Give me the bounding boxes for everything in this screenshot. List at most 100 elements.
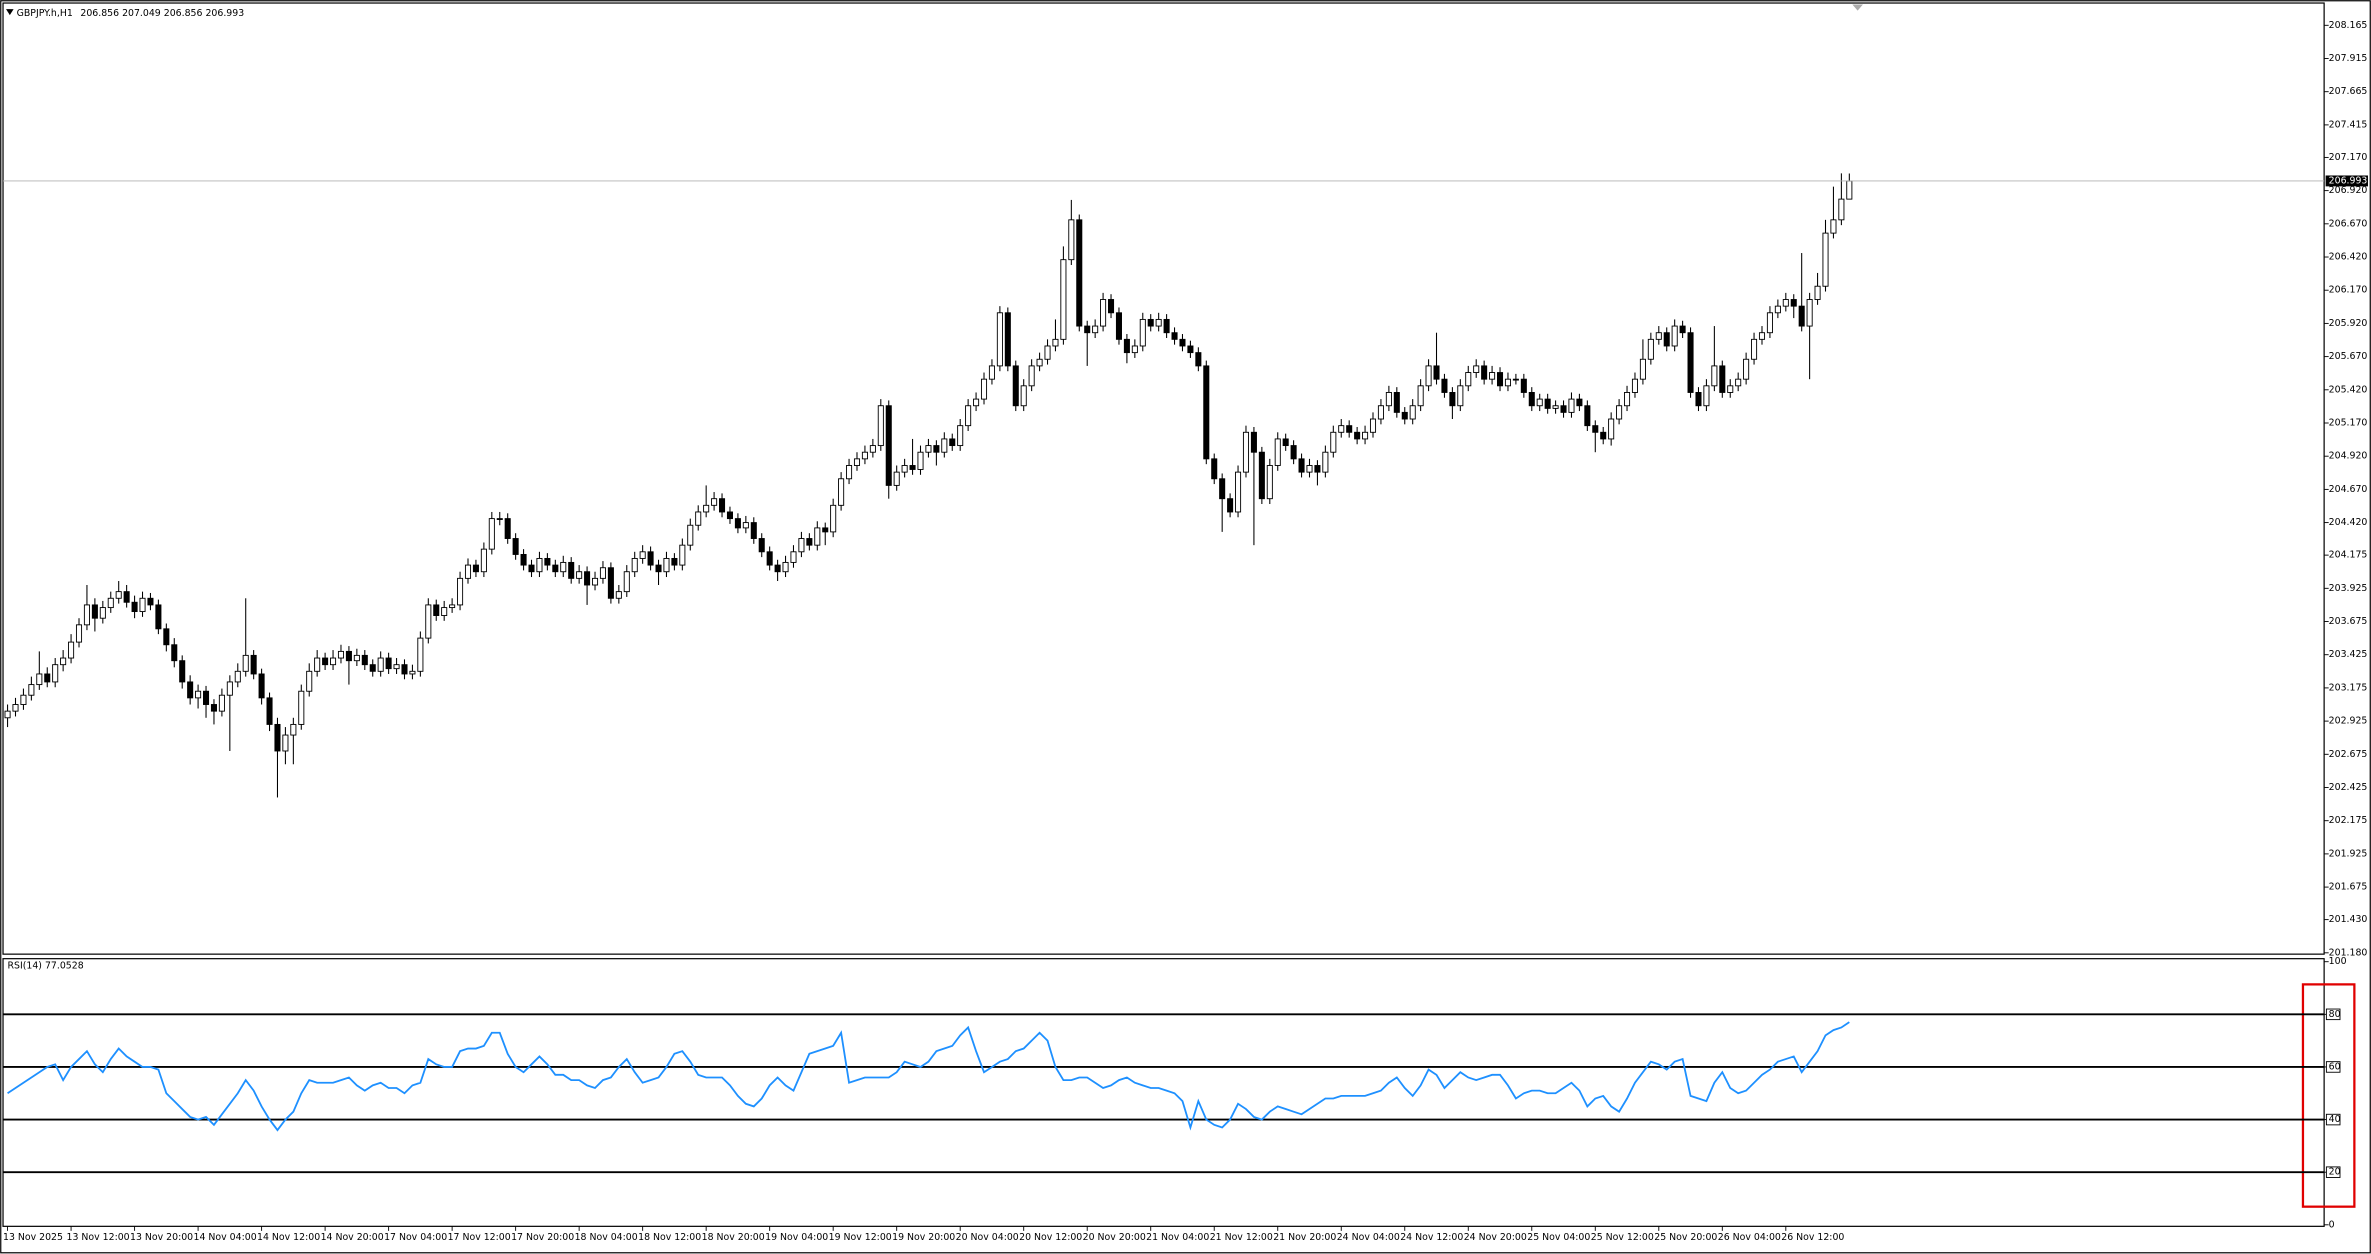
candle-body (1520, 378, 1527, 393)
candle-body (988, 365, 995, 380)
x-tick-label: 19 Nov 20:00 (892, 1232, 955, 1243)
candle-body (1044, 345, 1051, 360)
candle-body (234, 670, 241, 683)
candle-body (306, 670, 313, 692)
candle-body (99, 607, 106, 619)
x-tick-label: 24 Nov 12:00 (1400, 1232, 1463, 1243)
close: 206.993 (205, 7, 244, 18)
candle-body (226, 681, 233, 696)
candle-body (369, 664, 376, 672)
y-tick-label: 206.670 (2329, 218, 2368, 229)
candle-body (155, 604, 162, 630)
candle-body (544, 557, 551, 566)
candle-body (1211, 458, 1218, 480)
candle-body (1036, 358, 1043, 367)
candle-body (1362, 431, 1369, 440)
y-tick-label: 204.670 (2329, 484, 2368, 495)
y-tick-label: 205.670 (2329, 351, 2368, 362)
candle-body (1671, 325, 1678, 347)
y-tick-label: 20 (2329, 1167, 2341, 1178)
candle-body (1076, 219, 1083, 327)
candle-body (909, 465, 916, 470)
candle-body (1163, 318, 1170, 334)
candle-body (814, 527, 821, 546)
low: 206.856 (164, 7, 203, 18)
candle-body (504, 518, 511, 539)
y-tick-label: 40 (2329, 1114, 2341, 1125)
candle-body (885, 405, 892, 486)
candle-body (266, 697, 273, 725)
candle-body (1496, 372, 1504, 387)
y-tick-label: 204.920 (2329, 451, 2368, 462)
y-tick-label: 208.165 (2329, 20, 2368, 31)
candle-body (1790, 299, 1797, 307)
candle-body (1782, 299, 1789, 307)
y-tick-label: 204.420 (2329, 517, 2368, 528)
candles (4, 173, 1853, 798)
candle-body (1052, 338, 1059, 347)
candle-body (1663, 332, 1670, 347)
candle-body (409, 670, 416, 675)
candle-body (584, 571, 591, 586)
candle-body (1838, 198, 1845, 221)
x-tick-label: 17 Nov 04:00 (384, 1232, 447, 1243)
candle-body (1338, 425, 1345, 433)
x-tick-label: 13 Nov 2025 (3, 1232, 63, 1243)
candle-body (147, 597, 154, 606)
candle-body (1227, 498, 1234, 513)
candle-body (1727, 385, 1734, 393)
price-header: GBPJPY.h,H1 206.856 207.049 206.856 206.… (17, 7, 245, 18)
candle-body (36, 673, 43, 686)
x-tick-label: 19 Nov 12:00 (829, 1232, 892, 1243)
rsi-line (7, 1021, 1850, 1132)
candle-body (353, 654, 360, 662)
candle-body (671, 557, 678, 566)
candle-body (1020, 385, 1027, 407)
y-tick-label: 100 (2329, 956, 2347, 967)
candle-body (1298, 458, 1305, 473)
candle-body (1242, 431, 1250, 473)
y-tick-label: 207.415 (2329, 119, 2368, 130)
candle-body (385, 657, 392, 670)
y-tick-label: 201.180 (2329, 947, 2368, 958)
candle-body (1068, 219, 1075, 261)
candle-body (417, 637, 424, 672)
candle-body (1314, 465, 1321, 473)
level-label-box (2325, 1166, 2341, 1178)
candle-body (449, 604, 456, 609)
candle-body (639, 551, 646, 559)
candle-body (210, 704, 217, 712)
y-tick-label: 202.925 (2329, 716, 2368, 727)
candle-body (1687, 332, 1694, 393)
candle-body (1846, 180, 1853, 200)
y-tick-label: 203.675 (2329, 616, 2368, 627)
highlight-box (2301, 983, 2356, 1208)
x-tick-label: 14 Nov 20:00 (321, 1232, 384, 1243)
candle-body (298, 690, 305, 725)
candle-body (330, 657, 337, 666)
candle-body (1751, 338, 1758, 360)
candle-body (1012, 365, 1019, 407)
collapse-icon[interactable] (6, 9, 14, 16)
shift-marker (1852, 4, 1863, 11)
candle-body (1536, 398, 1543, 407)
candle-body (512, 538, 519, 555)
candle-body (1108, 299, 1115, 314)
candle-body (536, 557, 543, 573)
candle-body (274, 723, 281, 752)
level-label-box (2325, 1061, 2341, 1073)
candle-body (1084, 325, 1091, 334)
candle-body (917, 451, 924, 470)
candle-body (1473, 365, 1480, 373)
candle-body (1616, 405, 1623, 420)
candle-body (1552, 405, 1559, 409)
candle-body (464, 564, 472, 579)
x-tick-label: 25 Nov 12:00 (1591, 1232, 1654, 1243)
x-tick-label: 25 Nov 20:00 (1654, 1232, 1717, 1243)
candle-body (711, 498, 718, 506)
candle-body (187, 681, 194, 699)
candle-body (1512, 378, 1519, 381)
candle-body (68, 641, 75, 659)
y-tick-label: 206.920 (2329, 185, 2368, 196)
x-tick-label: 18 Nov 04:00 (575, 1232, 638, 1243)
